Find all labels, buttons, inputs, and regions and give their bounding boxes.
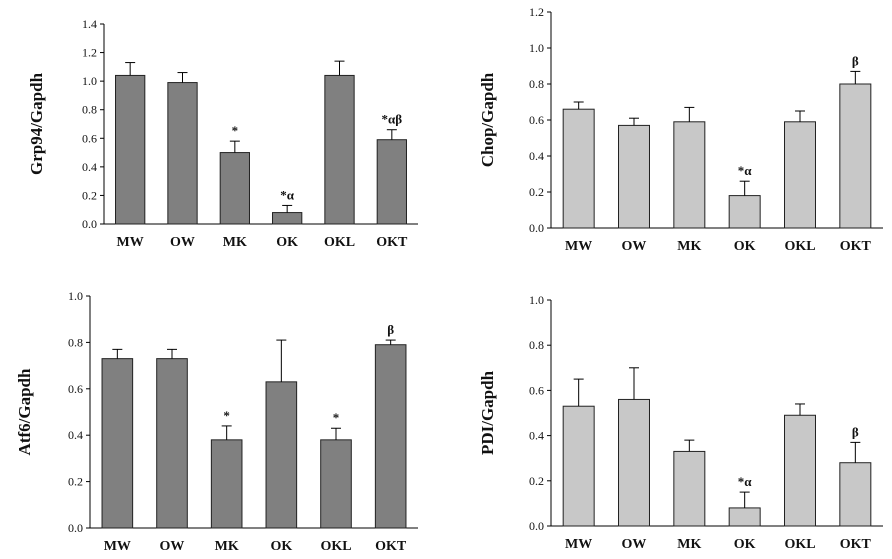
bar-OW [618, 398, 650, 527]
bar-OKL [324, 74, 355, 225]
bar-MW [562, 108, 595, 229]
bar-MW [115, 74, 146, 225]
y-tick-label: 0.4 [529, 149, 544, 163]
y-tick-label: 0.2 [529, 185, 544, 199]
significance-label: *αβ [382, 112, 403, 127]
bar-OKT [376, 139, 407, 225]
significance-label: *α [738, 474, 753, 489]
y-tick-label: 0.4 [529, 429, 544, 443]
significance-label: *α [738, 163, 753, 178]
bar-OKT [839, 462, 872, 527]
x-category-label: MK [223, 235, 247, 250]
x-category-label: OKL [324, 235, 355, 250]
bar-MW [101, 358, 134, 529]
x-category-label: OKT [840, 239, 872, 254]
bar-OK [728, 195, 761, 229]
y-tick-label: 0.8 [68, 335, 83, 349]
y-tick-label: 0.0 [529, 221, 544, 235]
y-tick-label: 0.6 [529, 113, 544, 127]
bar-OKL [784, 414, 816, 527]
x-category-label: OKT [375, 539, 407, 554]
y-tick-label: 0.0 [82, 217, 97, 231]
bar-OKL [784, 121, 816, 229]
y-tick-label: 0.0 [68, 521, 83, 535]
y-tick-label: 1.0 [82, 74, 97, 88]
bar-MK [219, 152, 250, 225]
x-category-label: MK [677, 239, 701, 254]
bar-OW [618, 124, 650, 229]
bar-OW [167, 82, 198, 225]
significance-label: * [223, 408, 230, 423]
bar-OKL [320, 439, 352, 529]
bar-MW [562, 405, 595, 527]
y-tick-label: 1.0 [529, 293, 544, 307]
y-tick-label: 0.2 [68, 475, 83, 489]
y-axis-label: PDI/Gapdh [478, 370, 497, 455]
x-category-label: OKL [784, 537, 815, 552]
y-tick-label: 0.2 [529, 474, 544, 488]
y-tick-label: 0.4 [68, 428, 83, 442]
significance-label: * [232, 123, 239, 138]
bar-OW [156, 358, 188, 529]
bar-MK [673, 450, 706, 527]
x-category-label: MK [677, 537, 701, 552]
y-tick-label: 1.4 [82, 17, 97, 31]
x-category-label: MK [215, 539, 239, 554]
y-tick-label: 0.8 [82, 103, 97, 117]
y-tick-label: 1.0 [529, 41, 544, 55]
significance-label: β [852, 424, 859, 439]
y-tick-label: 1.0 [68, 289, 83, 303]
x-category-label: OW [160, 539, 185, 554]
chart-panel-bottom-right: 0.0 0.2 0.4 0.6 0.8 1.0 PDI/Gapdh MW OW MK *α OK OKL… [478, 293, 883, 552]
y-tick-label: 0.6 [529, 383, 544, 397]
chart-panel-bottom-left: 0.0 0.2 0.4 0.6 0.8 1.0 Atf6/Gapdh MW OW * MK OK * OK… [15, 289, 418, 554]
x-category-label: OK [734, 537, 756, 552]
bar-OK [272, 212, 303, 225]
bar-OK [265, 381, 298, 529]
x-category-label: OKT [840, 537, 872, 552]
x-category-label: OK [276, 235, 298, 250]
y-tick-label: 0.8 [529, 77, 544, 91]
chart-panel-top-left: 0.0 0.2 0.4 0.6 0.8 1.0 1.2 1.4 Grp94/Gapdh MW OW *… [27, 17, 418, 250]
bar-OK [728, 507, 761, 527]
y-tick-label: 0.2 [82, 188, 97, 202]
chart-panel-top-right: 0.0 0.2 0.4 0.6 0.8 1.0 1.2 Chop/Gapdh MW OW MK *α O… [478, 5, 883, 254]
x-category-label: OK [734, 239, 756, 254]
bar-OKT [374, 344, 407, 529]
significance-label: β [852, 53, 859, 68]
y-tick-label: 1.2 [82, 46, 97, 60]
x-category-label: OW [170, 235, 195, 250]
x-category-label: OK [270, 539, 292, 554]
y-tick-label: 0.8 [529, 338, 544, 352]
x-category-label: MW [117, 235, 144, 250]
y-axis-label: Atf6/Gapdh [15, 368, 34, 455]
x-category-label: MW [565, 239, 592, 254]
y-tick-label: 0.0 [529, 519, 544, 533]
significance-label: * [333, 410, 340, 425]
y-tick-label: 0.6 [82, 131, 97, 145]
x-category-label: OKL [784, 239, 815, 254]
y-tick-label: 0.6 [68, 382, 83, 396]
x-category-label: OKL [320, 539, 351, 554]
bar-MK [673, 121, 706, 229]
x-category-label: OW [622, 239, 647, 254]
significance-label: *α [280, 187, 295, 202]
bar-MK [210, 439, 243, 529]
bar-OKT [839, 83, 872, 229]
x-category-label: MW [104, 539, 131, 554]
y-tick-label: 1.2 [529, 5, 544, 19]
x-category-label: OKT [376, 235, 408, 250]
y-axis-label: Grp94/Gapdh [27, 72, 46, 175]
x-category-label: OW [622, 537, 647, 552]
significance-label: β [387, 322, 394, 337]
x-category-label: MW [565, 537, 592, 552]
y-axis-label: Chop/Gapdh [478, 72, 497, 167]
y-tick-label: 0.4 [82, 160, 97, 174]
